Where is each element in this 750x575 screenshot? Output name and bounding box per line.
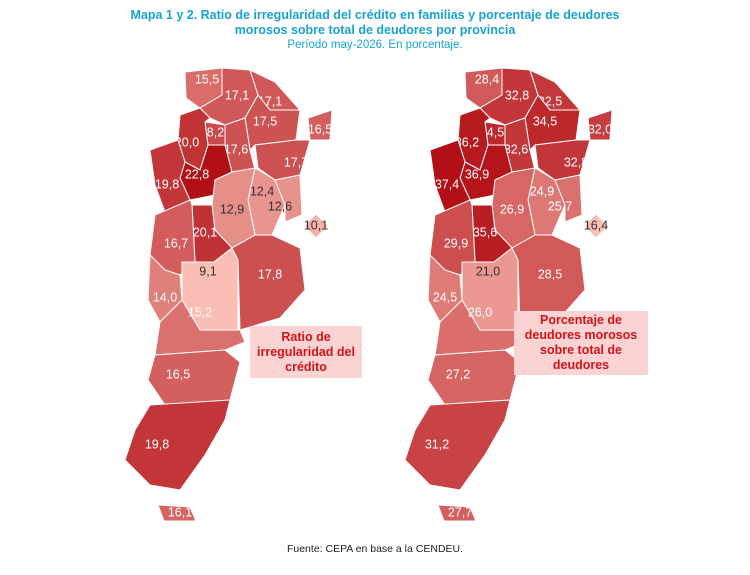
province	[404, 399, 511, 491]
value-label: 29,9	[444, 236, 468, 250]
value-label: 32,8	[564, 155, 588, 169]
value-label: 15,2	[188, 305, 212, 319]
province	[429, 139, 471, 213]
value-label: 36,9	[465, 167, 489, 181]
value-label: 28,4	[475, 72, 499, 86]
value-label: 15,5	[195, 72, 219, 86]
value-label: 36,2	[455, 135, 479, 149]
value-label: 19,8	[155, 177, 179, 191]
value-label: 24,5	[433, 290, 457, 304]
value-label: 27,2	[446, 367, 470, 381]
value-label: 12,9	[220, 202, 244, 216]
province	[303, 213, 329, 239]
value-label: 19,8	[145, 437, 169, 451]
value-label: 22,8	[185, 167, 209, 181]
value-label: 26,9	[500, 202, 524, 216]
province	[307, 109, 333, 141]
value-label: 17,7	[284, 155, 308, 169]
value-label: 31,2	[425, 437, 449, 451]
value-label: 26,0	[468, 305, 492, 319]
province	[274, 174, 303, 223]
value-label: 17,6	[224, 142, 248, 156]
value-label: 27,7	[448, 505, 472, 519]
value-label: 21,0	[476, 264, 500, 278]
value-label: 12,4	[250, 184, 274, 198]
value-label: 32,8	[505, 88, 529, 102]
value-label: 17,8	[258, 267, 282, 281]
province	[147, 349, 241, 406]
value-label: 16,5	[166, 367, 190, 381]
value-label: 17,5	[253, 114, 277, 128]
province	[511, 234, 586, 331]
value-label: 16,4	[584, 218, 608, 232]
value-label: 16,5	[308, 122, 332, 136]
value-label: 28,5	[538, 267, 562, 281]
value-label: 24,9	[530, 184, 554, 198]
province	[437, 504, 477, 522]
source: Fuente: CEPA en base a la CENDEU.	[286, 543, 464, 555]
province	[554, 174, 583, 223]
map: 28,432,8 32,534,532,034,532,636,236,937,4…	[404, 67, 613, 522]
legend-box: Ratio de irregularidad del crédito	[250, 326, 362, 378]
province	[124, 399, 231, 491]
legend-box: Porcentaje de deudores morosos sobre tot…	[514, 311, 648, 375]
province	[427, 349, 521, 406]
value-label: 10,1	[304, 218, 328, 232]
province	[583, 213, 609, 239]
province	[587, 109, 613, 141]
value-label: 34,5	[533, 114, 557, 128]
map: 15,517,1 17,117,516,518,217,620,022,819,8…	[124, 67, 333, 522]
value-label: 20,1	[193, 225, 217, 239]
province	[157, 504, 197, 522]
value-label: 35,6	[473, 225, 497, 239]
province	[149, 139, 191, 213]
value-label: 16,7	[164, 236, 188, 250]
province	[231, 234, 306, 331]
value-label: 20,0	[175, 135, 199, 149]
value-label: 9,1	[199, 264, 216, 278]
value-label: 32,0	[588, 122, 612, 136]
title: Mapa 1 y 2. Ratio de irregularidad del c…	[130, 8, 620, 37]
province	[154, 299, 246, 356]
value-label: 12,6	[268, 199, 292, 213]
value-label: 16,1	[168, 505, 192, 519]
value-label: 25,7	[548, 199, 572, 213]
subtitle: Período may-2026. En porcentaje.	[287, 39, 463, 51]
value-label: 32,6	[504, 142, 528, 156]
value-label: 37,4	[435, 177, 459, 191]
value-label: 17,1	[225, 88, 249, 102]
value-label: 14,0	[153, 290, 177, 304]
